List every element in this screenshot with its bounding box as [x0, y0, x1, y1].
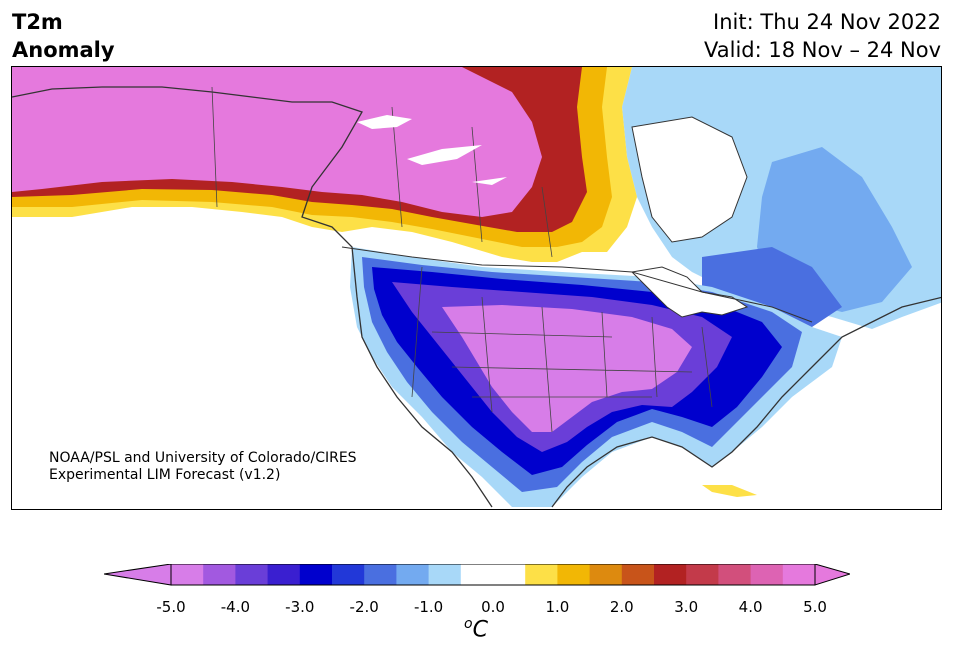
credit-line-2: Experimental LIM Forecast (v1.2)	[49, 467, 281, 483]
map-title: T2m Anomaly	[12, 8, 115, 64]
colorbar-max-arrow	[814, 564, 850, 586]
colorbar-min-arrow	[104, 564, 172, 586]
anomaly-map: NOAA/PSL and University of Colorado/CIRE…	[11, 66, 942, 510]
colorbar-cell	[589, 564, 623, 585]
great-lakes	[630, 266, 749, 318]
unit-degree: o	[464, 616, 473, 632]
colorbar-cell	[750, 564, 784, 585]
colorbar-cell	[686, 564, 719, 585]
colorbar-cell	[299, 564, 333, 585]
canada-warm-core	[12, 67, 542, 217]
colorbar-unit: oC	[464, 616, 488, 642]
hudson-bay	[631, 116, 748, 243]
colorbar-cell	[654, 564, 687, 585]
colorbar-cell	[203, 564, 236, 585]
init-time: Init: Thu 24 Nov 2022	[713, 10, 941, 34]
usa-cool-magenta-core	[442, 305, 692, 432]
unit-letter: C	[472, 617, 488, 643]
canada-usa-border	[341, 246, 813, 323]
colorbar-tick-label: 5.0	[803, 598, 827, 616]
colorbar-cell	[525, 564, 558, 585]
colorbar-tick-label: -4.0	[220, 598, 251, 616]
colorbar-tick-label: 4.0	[738, 598, 763, 616]
colorbar-tick-label: 0.0	[481, 598, 505, 616]
colorbar-tick-label: 1.0	[545, 598, 570, 616]
colorbar-tick-label: 3.0	[674, 598, 699, 616]
colorbar-cell	[493, 564, 526, 585]
colorbar-tick-label: -2.0	[349, 598, 379, 616]
colorbar-cell	[557, 564, 591, 585]
credit-text: NOAA/PSL and University of Colorado/CIRE…	[49, 450, 357, 484]
colorbar-cell	[364, 564, 397, 585]
colorbar-tick-label: -3.0	[285, 598, 315, 616]
colorbar-tick-label: 2.0	[609, 598, 634, 616]
map-canvas	[12, 67, 941, 509]
colorbar-tick-label: -5.0	[156, 598, 186, 616]
valid-period: Valid: 18 Nov – 24 Nov	[704, 38, 941, 62]
lake-great-bear	[357, 115, 412, 129]
title-line-2: Anomaly	[12, 38, 115, 62]
colorbar-cell	[460, 564, 494, 585]
lake-winnipeg	[472, 177, 507, 185]
state-province-lines	[211, 86, 713, 433]
colorbar-cell	[782, 564, 816, 585]
run-info: Init: Thu 24 Nov 2022 Valid: 18 Nov – 24…	[704, 8, 941, 64]
colorbar-cell	[718, 564, 752, 585]
colorbar-cells	[171, 564, 816, 585]
colorbar-cell	[171, 564, 204, 585]
colorbar-cell	[396, 564, 430, 585]
coastline-outline	[12, 86, 941, 508]
colorbar-cell	[267, 564, 301, 585]
colorbar-border	[170, 564, 816, 586]
colorbar-tick-label: -1.0	[413, 598, 444, 616]
colorbar-cell	[621, 564, 655, 585]
title-line-1: T2m	[12, 10, 63, 34]
colorbar	[104, 564, 850, 586]
cuba-warm-region	[702, 485, 757, 497]
colorbar-cell	[235, 564, 269, 585]
colorbar-cell	[428, 564, 462, 585]
credit-line-1: NOAA/PSL and University of Colorado/CIRE…	[49, 450, 357, 466]
colorbar-cell	[332, 564, 365, 585]
lake-great-slave	[407, 145, 482, 165]
